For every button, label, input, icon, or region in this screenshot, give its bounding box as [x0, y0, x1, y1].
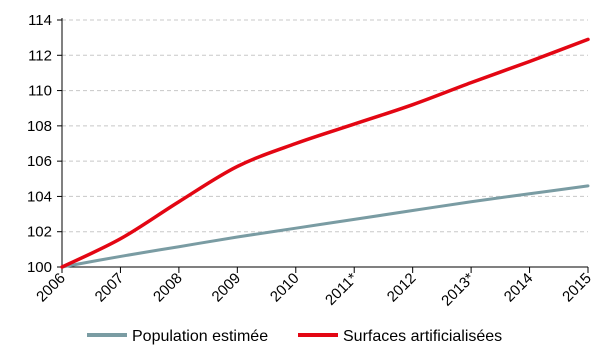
x-tick-label: 2012: [384, 270, 420, 306]
x-tick-label: 2009: [209, 270, 245, 306]
series-lines: [60, 37, 590, 269]
y-tick-labels: 100 102 104 106 108 110 112 114: [27, 12, 52, 276]
series-line-surfaces: [60, 37, 590, 269]
y-tick-label: 106: [27, 153, 52, 170]
y-tick-label: 100: [27, 259, 52, 276]
x-tick-label: 2015: [559, 270, 595, 306]
y-tick-label: 104: [27, 188, 52, 205]
series-line-population: [60, 184, 590, 269]
x-tick-label: 2010: [267, 270, 303, 306]
legend: Population estimée Surfaces artificialisé…: [87, 328, 502, 345]
y-tick-label: 110: [28, 83, 52, 100]
axes: [57, 18, 589, 273]
x-tick-label: 2014: [501, 270, 537, 306]
y-tick-label: 102: [27, 224, 52, 241]
y-tick-label: 112: [28, 47, 52, 64]
x-tick-labels: 2006 2007 2008 2009 2010 2011* 2012 2013* 2014 20…: [33, 270, 595, 310]
x-tick-label: 2013*: [438, 270, 478, 310]
grid: [62, 19, 588, 233]
legend-label: Population estimée: [132, 328, 268, 345]
x-tick-label: 2008: [150, 270, 186, 306]
x-tick-label: 2011*: [322, 270, 361, 309]
legend-label: Surfaces artificialisées: [343, 328, 502, 345]
y-tick-label: 114: [28, 12, 52, 29]
x-tick-label: 2007: [92, 270, 128, 306]
y-tick-label: 108: [27, 118, 52, 135]
